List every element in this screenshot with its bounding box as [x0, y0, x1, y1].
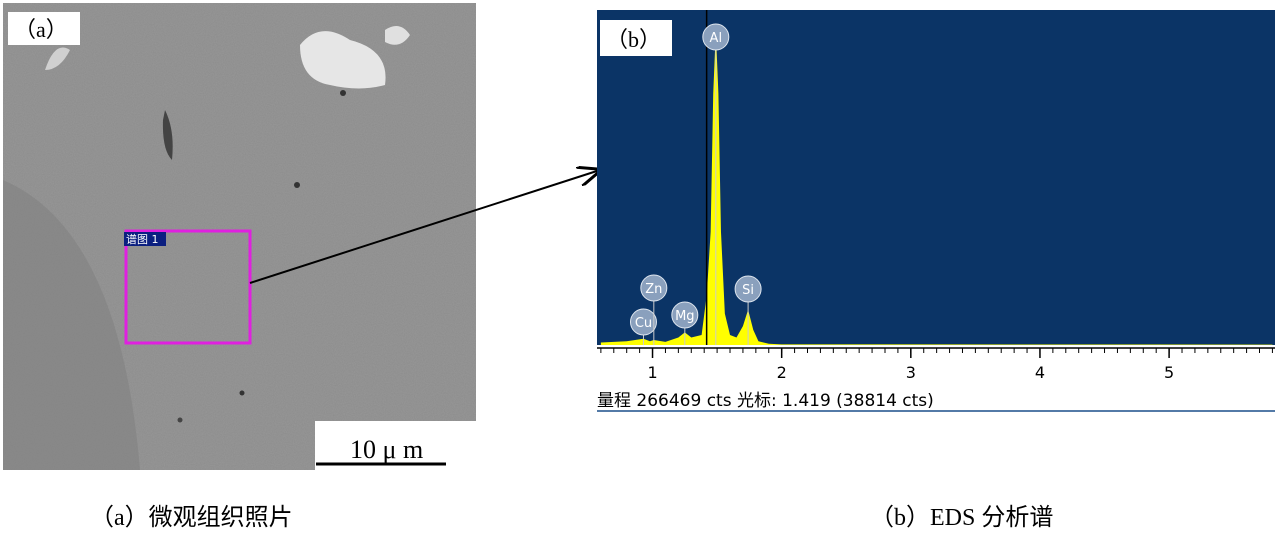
x-tick-label: 4: [1035, 363, 1045, 382]
peak-label: Cu: [635, 316, 652, 331]
peak-marker: [640, 274, 668, 302]
peak-label: Zn: [645, 282, 662, 297]
region-box: [124, 229, 252, 345]
peak-label: Mg: [675, 309, 694, 324]
peak-label: Si: [742, 283, 754, 298]
micrograph: [3, 3, 476, 470]
peak-marker: [702, 23, 730, 51]
x-tick-label: 2: [777, 363, 787, 382]
caption-a: （a）微观组织照片: [90, 504, 293, 531]
region-label: 谱图 1: [126, 232, 159, 246]
status-text: 量程 266469 cts 光标: 1.419 (38814 cts): [597, 391, 934, 411]
x-tick-label: 1: [647, 363, 657, 382]
x-tick-label: 5: [1164, 363, 1174, 382]
arrow: [249, 170, 600, 284]
label-box: [600, 20, 672, 56]
scale-box: [315, 421, 476, 470]
panel-label: （b）: [606, 27, 661, 52]
region-tag: [124, 232, 166, 246]
x-tick-label: 3: [906, 363, 916, 382]
caption-b: （b）EDS 分析谱: [870, 504, 1053, 531]
peak-marker: [734, 275, 762, 303]
scale-bar-label: 10 μ m: [350, 435, 423, 464]
label-box: [8, 12, 80, 45]
peak-label: Al: [710, 31, 723, 46]
peak-marker: [629, 308, 657, 336]
peak-marker: [671, 301, 699, 329]
plot-area: [597, 10, 1275, 345]
panel-label: （a）: [14, 17, 68, 42]
